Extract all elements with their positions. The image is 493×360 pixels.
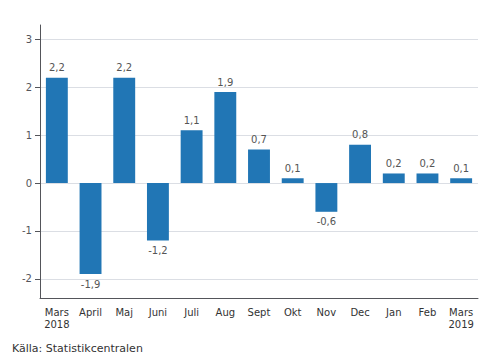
svg-text:2019: 2019 (448, 319, 473, 330)
svg-text:1: 1 (26, 130, 32, 141)
svg-text:0,1: 0,1 (453, 163, 469, 174)
svg-text:2,2: 2,2 (116, 62, 132, 73)
svg-text:-1: -1 (22, 225, 32, 236)
svg-text:Sept: Sept (248, 307, 271, 318)
svg-text:Mars: Mars (449, 307, 473, 318)
svg-text:Feb: Feb (419, 307, 437, 318)
svg-text:Mars: Mars (45, 307, 69, 318)
svg-text:2: 2 (26, 82, 32, 93)
svg-text:Okt: Okt (284, 307, 302, 318)
svg-text:0,2: 0,2 (420, 158, 436, 169)
svg-text:-1,9: -1,9 (81, 279, 101, 290)
svg-text:Maj: Maj (115, 307, 133, 318)
svg-text:3: 3 (26, 34, 32, 45)
svg-text:Dec: Dec (350, 307, 369, 318)
svg-text:-1,2: -1,2 (148, 245, 168, 256)
svg-text:2,2: 2,2 (49, 62, 65, 73)
svg-text:0: 0 (26, 178, 32, 189)
svg-text:Källa: Statistikcentralen: Källa: Statistikcentralen (12, 342, 143, 355)
svg-text:Nov: Nov (317, 307, 337, 318)
svg-text:-2: -2 (22, 273, 32, 284)
svg-text:Juni: Juni (148, 307, 167, 318)
svg-text:1,9: 1,9 (217, 77, 233, 88)
svg-text:Aug: Aug (216, 307, 236, 318)
svg-text:0,2: 0,2 (386, 158, 402, 169)
svg-text:Juli: Juli (183, 307, 199, 318)
svg-text:-0,6: -0,6 (317, 216, 337, 227)
svg-text:2018: 2018 (44, 319, 69, 330)
svg-text:0,1: 0,1 (285, 163, 301, 174)
svg-text:0,8: 0,8 (352, 129, 368, 140)
svg-text:April: April (79, 307, 102, 318)
svg-text:1,1: 1,1 (184, 115, 200, 126)
svg-text:0,7: 0,7 (251, 134, 267, 145)
svg-text:Jan: Jan (385, 307, 401, 318)
